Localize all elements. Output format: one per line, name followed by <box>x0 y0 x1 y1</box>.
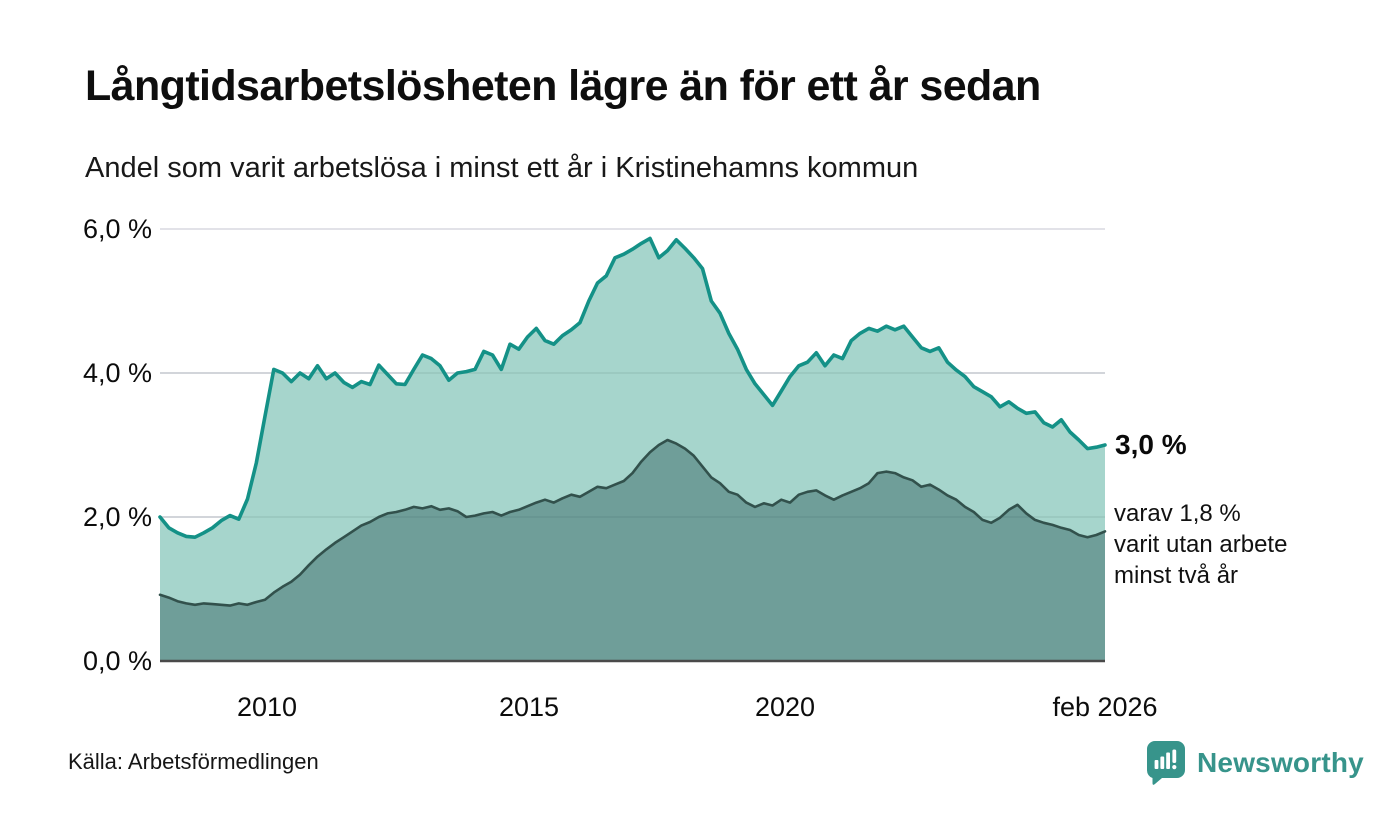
y-tick-label: 0,0 % <box>82 646 152 676</box>
newsworthy-wordmark: Newsworthy <box>1197 747 1364 778</box>
source-attribution: Källa: Arbetsförmedlingen <box>68 749 319 774</box>
secondary-series-annotation: varav 1,8 % varit utan arbete minst två … <box>1114 500 1288 589</box>
y-tick-label: 2,0 % <box>82 502 152 532</box>
newsworthy-brand: Newsworthy <box>1146 740 1364 786</box>
x-tick-label: feb 2026 <box>1052 692 1158 722</box>
page-title: Långtidsarbetslösheten lägre än för ett … <box>85 62 1041 110</box>
x-tick-label: 2020 <box>754 692 816 722</box>
chart-subtitle: Andel som varit arbetslösa i minst ett å… <box>85 152 919 184</box>
y-tick-label: 4,0 % <box>82 358 152 388</box>
series-end-value-label: 3,0 % <box>1115 429 1187 460</box>
x-tick-label: 2010 <box>236 692 298 722</box>
y-tick-label: 6,0 % <box>82 214 152 244</box>
newsworthy-logo-icon <box>1147 741 1185 785</box>
x-tick-label: 2015 <box>498 692 560 722</box>
